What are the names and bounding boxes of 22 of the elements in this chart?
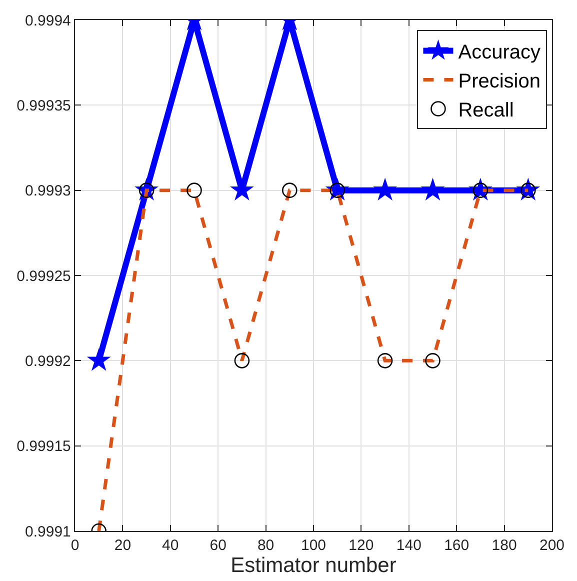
- x-tick-label: 100: [300, 537, 326, 554]
- x-tick-label: 20: [114, 537, 132, 554]
- x-tick-label: 40: [162, 537, 179, 554]
- y-tick-label: 0.9994: [25, 12, 71, 30]
- legend-label: Recall: [458, 100, 514, 122]
- x-tick-label: 60: [210, 537, 226, 554]
- legend-label: Accuracy: [458, 42, 540, 64]
- legend-label: Precision: [458, 70, 540, 93]
- x-tick-label: 80: [257, 537, 274, 554]
- x-axis-title: Estimator number: [230, 554, 396, 578]
- x-tick-label: 120: [348, 537, 374, 554]
- x-tick-label: 200: [539, 537, 565, 554]
- x-tick-label: 160: [444, 537, 470, 554]
- y-tick-label: 0.9993: [25, 182, 71, 200]
- y-tick-label: 0.9992: [25, 352, 71, 370]
- x-tick-label: 180: [492, 537, 517, 554]
- x-tick-label: 0: [70, 537, 80, 554]
- y-tick-label: 0.99935: [16, 97, 71, 114]
- x-tick-label: 140: [396, 537, 422, 554]
- y-tick-label: 0.99925: [16, 268, 71, 285]
- y-tick-label: 0.99915: [16, 438, 71, 456]
- y-tick-label: 0.9991: [25, 523, 71, 540]
